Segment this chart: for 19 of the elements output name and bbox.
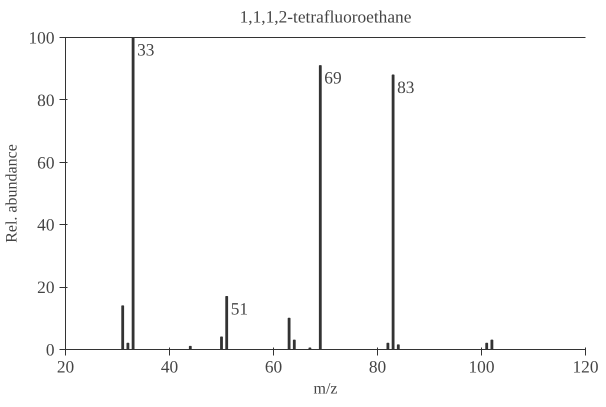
x-tick-label: 80: [368, 358, 386, 376]
annotation: 69: [324, 68, 342, 88]
chart-title: 1,1,1,2-tetrafluoroethane: [240, 8, 412, 26]
x-tick-label: 120: [572, 358, 599, 376]
x-tick-label: 40: [160, 358, 178, 376]
x-axis-title: m/z: [314, 380, 338, 398]
annotation: 83: [397, 78, 414, 97]
y-tick-label: 100: [28, 28, 55, 48]
y-tick-label: 60: [37, 153, 54, 172]
annotation: 51: [230, 299, 248, 318]
y-tick-label: 20: [37, 278, 54, 298]
y-tick-label: 0: [46, 340, 55, 360]
y-axis-title: Rel. abundance: [4, 144, 21, 243]
y-tick-label: 80: [37, 90, 54, 110]
x-tick-label: 20: [56, 358, 74, 376]
x-tick-label: 60: [264, 358, 282, 376]
annotation: 33: [137, 40, 154, 60]
y-tick-label: 40: [37, 216, 54, 235]
x-tick-label: 100: [468, 358, 495, 376]
